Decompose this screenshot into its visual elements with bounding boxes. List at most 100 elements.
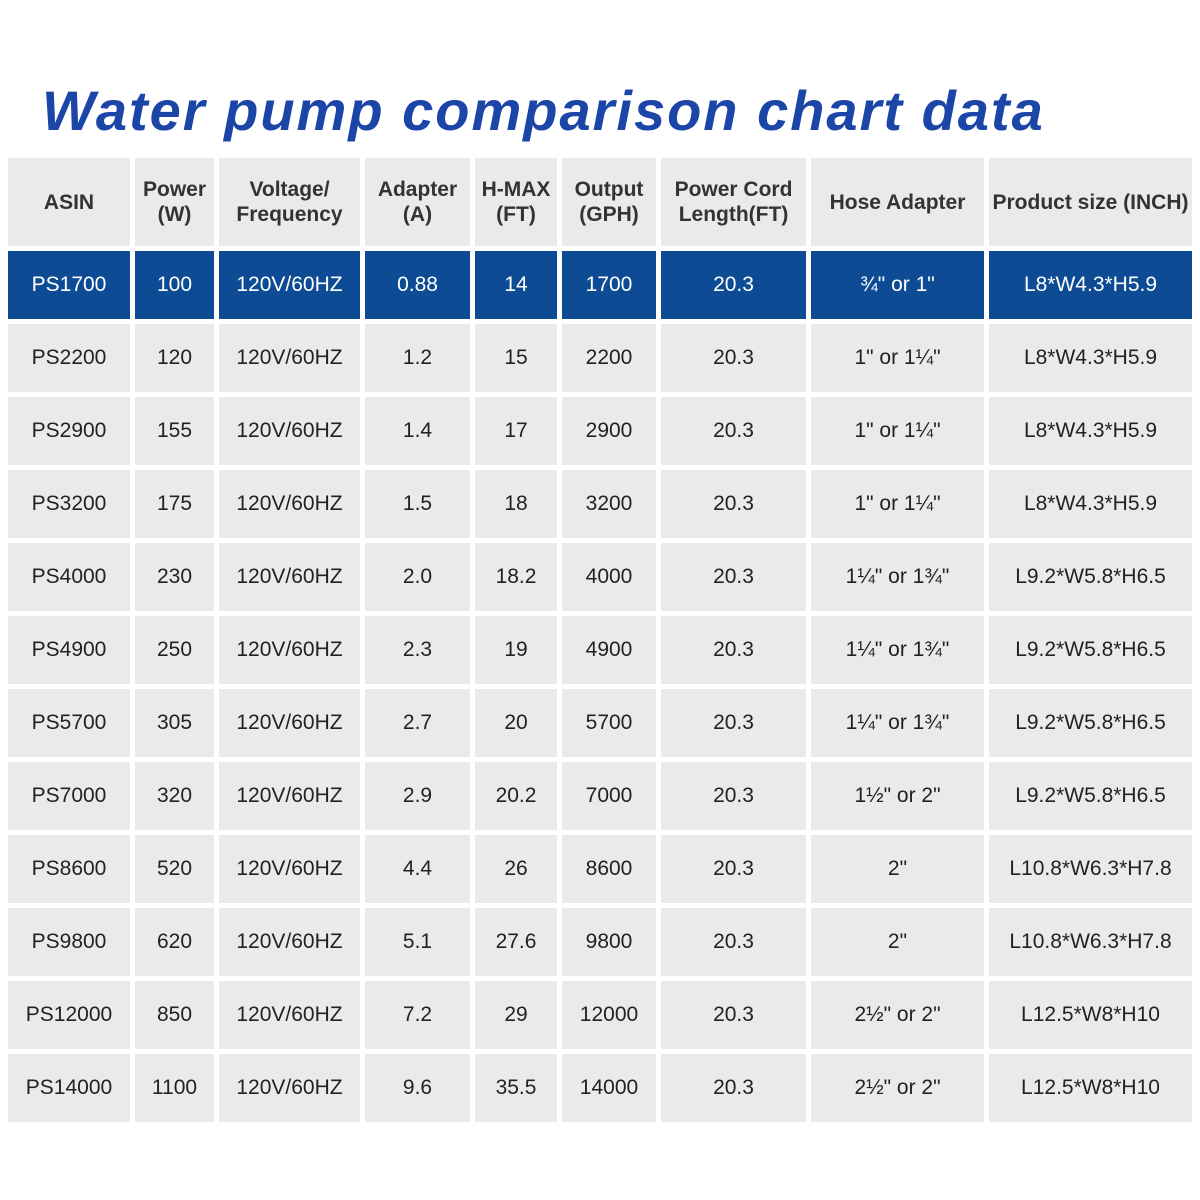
table-cell: 9.6: [365, 1054, 470, 1122]
table-cell: 120V/60HZ: [219, 324, 360, 392]
table-cell: 27.6: [475, 908, 557, 976]
table-cell: 19: [475, 616, 557, 684]
table-cell: 14000: [562, 1054, 656, 1122]
table-cell: 120V/60HZ: [219, 689, 360, 757]
table-cell: 1.4: [365, 397, 470, 465]
table-cell: 305: [135, 689, 214, 757]
table-cell: 120V/60HZ: [219, 981, 360, 1049]
table-cell: 7000: [562, 762, 656, 830]
table-cell: 1" or 1¼": [811, 397, 984, 465]
table-cell: 20.3: [661, 981, 806, 1049]
table-cell: PS2200: [8, 324, 130, 392]
table-cell: 20: [475, 689, 557, 757]
table-cell: 18.2: [475, 543, 557, 611]
table-row: PS8600 520 120V/60HZ 4.4 26 8600 20.3 2" L10.8*W…: [8, 835, 1192, 903]
table-cell: 12000: [562, 981, 656, 1049]
table-row: PS3200 175 120V/60HZ 1.5 18 3200 20.3 1" or 1¼"…: [8, 470, 1192, 538]
table-cell: 20.3: [661, 324, 806, 392]
table-cell: 175: [135, 470, 214, 538]
table-cell: PS7000: [8, 762, 130, 830]
table-cell: 2200: [562, 324, 656, 392]
table-cell: 20.3: [661, 762, 806, 830]
table-cell: L8*W4.3*H5.9: [989, 251, 1192, 319]
table-cell: L8*W4.3*H5.9: [989, 470, 1192, 538]
table-cell: 1100: [135, 1054, 214, 1122]
column-header: Adapter (A): [365, 158, 470, 246]
table-cell: 3200: [562, 470, 656, 538]
table-row: PS9800 620 120V/60HZ 5.1 27.6 9800 20.3 2" L10.8…: [8, 908, 1192, 976]
table-cell: 20.3: [661, 470, 806, 538]
table-cell: 1700: [562, 251, 656, 319]
column-header: ASIN: [8, 158, 130, 246]
table-cell: 120V/60HZ: [219, 762, 360, 830]
table-cell: 520: [135, 835, 214, 903]
table-cell: 2½" or 2": [811, 981, 984, 1049]
table-cell: 1" or 1¼": [811, 324, 984, 392]
table-cell: 0.88: [365, 251, 470, 319]
table-cell: 7.2: [365, 981, 470, 1049]
table-cell: 20.3: [661, 397, 806, 465]
table-cell: 9800: [562, 908, 656, 976]
comparison-table: ASIN Power (W) Voltage/ Frequency Adapter (…: [3, 153, 1197, 1127]
table-cell: L10.8*W6.3*H7.8: [989, 908, 1192, 976]
table-cell: 2.9: [365, 762, 470, 830]
table-row: PS2900 155 120V/60HZ 1.4 17 2900 20.3 1" or 1¼"…: [8, 397, 1192, 465]
table-cell: PS5700: [8, 689, 130, 757]
table-row: PS14000 1100 120V/60HZ 9.6 35.5 14000 20.3 2½" …: [8, 1054, 1192, 1122]
table-cell: 20.2: [475, 762, 557, 830]
table-row: PS5700 305 120V/60HZ 2.7 20 5700 20.3 1¼" or 1¾…: [8, 689, 1192, 757]
table-cell: 2.3: [365, 616, 470, 684]
table-row: PS4900 250 120V/60HZ 2.3 19 4900 20.3 1¼" or 1¾…: [8, 616, 1192, 684]
table-cell: 1" or 1¼": [811, 470, 984, 538]
table-cell: 2": [811, 908, 984, 976]
table-cell: PS4900: [8, 616, 130, 684]
table-cell: 26: [475, 835, 557, 903]
chart-title: Water pump comparison chart data: [42, 79, 1045, 142]
table-cell: PS8600: [8, 835, 130, 903]
table-cell: L12.5*W8*H10: [989, 981, 1192, 1049]
table-row: PS1700 100 120V/60HZ 0.88 14 1700 20.3 ¾" or 1"…: [8, 251, 1192, 319]
table-cell: PS3200: [8, 470, 130, 538]
table-cell: 120V/60HZ: [219, 470, 360, 538]
table-cell: 4000: [562, 543, 656, 611]
table-cell: 2½" or 2": [811, 1054, 984, 1122]
table-row: PS4000 230 120V/60HZ 2.0 18.2 4000 20.3 1¼" or …: [8, 543, 1192, 611]
table-cell: 20.3: [661, 616, 806, 684]
table-cell: 1.5: [365, 470, 470, 538]
table-row: PS12000 850 120V/60HZ 7.2 29 12000 20.3 2½" or …: [8, 981, 1192, 1049]
table-cell: PS9800: [8, 908, 130, 976]
table-cell: 120V/60HZ: [219, 835, 360, 903]
table-cell: 120V/60HZ: [219, 616, 360, 684]
table-cell: PS1700: [8, 251, 130, 319]
table-cell: 2.0: [365, 543, 470, 611]
table-cell: 35.5: [475, 1054, 557, 1122]
table-cell: 250: [135, 616, 214, 684]
column-header: Power (W): [135, 158, 214, 246]
table-cell: PS12000: [8, 981, 130, 1049]
table-cell: 2.7: [365, 689, 470, 757]
table-cell: 1¼" or 1¾": [811, 543, 984, 611]
table-cell: 17: [475, 397, 557, 465]
table-cell: 15: [475, 324, 557, 392]
table-cell: 1.2: [365, 324, 470, 392]
table-cell: 20.3: [661, 908, 806, 976]
table-cell: 1½" or 2": [811, 762, 984, 830]
table-cell: PS14000: [8, 1054, 130, 1122]
table-cell: 120V/60HZ: [219, 1054, 360, 1122]
table-cell: PS2900: [8, 397, 130, 465]
table-cell: L8*W4.3*H5.9: [989, 397, 1192, 465]
table-cell: 5700: [562, 689, 656, 757]
table-cell: L10.8*W6.3*H7.8: [989, 835, 1192, 903]
table-cell: 120: [135, 324, 214, 392]
column-header: Voltage/ Frequency: [219, 158, 360, 246]
table-row: PS2200 120 120V/60HZ 1.2 15 2200 20.3 1" or 1¼"…: [8, 324, 1192, 392]
table-cell: 18: [475, 470, 557, 538]
table-cell: 100: [135, 251, 214, 319]
table-cell: L9.2*W5.8*H6.5: [989, 689, 1192, 757]
table-cell: 2": [811, 835, 984, 903]
table-cell: 850: [135, 981, 214, 1049]
table-cell: 120V/60HZ: [219, 908, 360, 976]
table-cell: ¾" or 1": [811, 251, 984, 319]
table-cell: 20.3: [661, 251, 806, 319]
table-cell: 2900: [562, 397, 656, 465]
